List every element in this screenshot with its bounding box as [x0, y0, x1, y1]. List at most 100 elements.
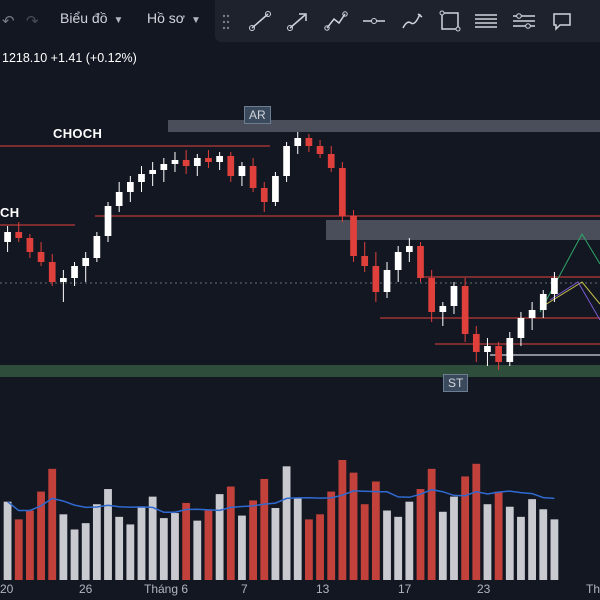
candle-body — [327, 154, 335, 168]
volume-bar — [14, 519, 23, 580]
volume-bar — [238, 515, 246, 580]
settings-lines-icon[interactable] — [510, 8, 538, 34]
volume-bar — [327, 491, 336, 580]
candle-body — [126, 182, 134, 192]
comment-icon[interactable] — [548, 8, 576, 34]
candle-body — [394, 252, 402, 270]
top-toolbar: ↶ ↷ Biểu đồ ▼ Hồ sơ ▼ — [0, 0, 600, 42]
volume-bar — [271, 508, 280, 580]
volume-bar — [115, 516, 124, 580]
redo-icon[interactable]: ↷ — [26, 13, 39, 30]
x-tick-label: 7 — [241, 582, 248, 596]
candle-body — [461, 286, 469, 334]
candle-body — [428, 278, 436, 312]
volume-bar — [171, 513, 179, 580]
chevron-down-icon: ▼ — [113, 15, 124, 26]
chart-menu-label: Biểu đồ — [60, 10, 108, 26]
volume-bar — [126, 524, 135, 580]
candle-body — [104, 206, 112, 236]
candle-body — [138, 174, 145, 182]
volume-bar — [204, 510, 213, 580]
volume-bar — [3, 501, 12, 580]
volume-bar — [193, 520, 202, 580]
volume-bar — [37, 491, 45, 580]
volume-bar — [371, 481, 380, 580]
path-icon[interactable] — [322, 8, 350, 34]
candle-body — [82, 258, 90, 266]
x-tick-label: Th — [586, 582, 600, 596]
volume-bar — [316, 514, 324, 580]
candle-body — [339, 168, 346, 216]
volume-bar — [427, 468, 436, 580]
profile-menu[interactable]: Hồ sơ ▼ — [147, 10, 201, 26]
volume-bar — [349, 472, 358, 580]
candle-body — [171, 160, 179, 164]
candle-body — [205, 158, 212, 162]
x-tick-label: Tháng 6 — [144, 582, 189, 596]
candle-body — [405, 246, 413, 252]
st-tag: ST — [443, 374, 469, 392]
volume-bar — [59, 514, 68, 580]
volume-bar — [505, 506, 514, 580]
rectangle-icon[interactable] — [436, 8, 464, 34]
volume-bar — [394, 516, 403, 580]
candle-body — [472, 334, 480, 352]
volume-bar — [494, 491, 503, 580]
x-tick-label: 26 — [79, 582, 93, 596]
candle-body — [71, 266, 78, 278]
candle-body — [60, 278, 67, 282]
candle-body — [383, 270, 391, 292]
horizontal-line-icon[interactable] — [360, 8, 388, 34]
profile-menu-label: Hồ sơ — [147, 10, 185, 26]
volume-bar — [25, 510, 34, 580]
drag-grip-icon[interactable] — [222, 14, 230, 30]
candle-body — [283, 146, 290, 176]
volume-bar — [550, 519, 559, 580]
candle-body — [528, 310, 536, 318]
undo-icon[interactable]: ↶ — [2, 13, 15, 30]
candle-body — [484, 346, 491, 352]
text-lines-icon[interactable] — [472, 8, 500, 34]
x-tick-label: 17 — [398, 582, 412, 596]
volume-bar — [81, 523, 90, 580]
candle-body — [372, 266, 380, 292]
volume-bar — [528, 499, 537, 580]
candle-body — [227, 156, 235, 176]
ar-zone — [168, 120, 600, 132]
volume-bar — [438, 511, 447, 580]
volume-bar — [472, 463, 481, 580]
volume-bar — [383, 510, 391, 580]
candle-body — [15, 232, 23, 238]
volume-bar — [249, 500, 258, 580]
volume-bar — [148, 496, 157, 580]
candle-body — [115, 192, 123, 206]
candle-body — [495, 346, 502, 362]
ar-tag: AR — [244, 106, 271, 124]
candle-body — [4, 232, 11, 242]
candle-body — [216, 156, 223, 162]
x-tick-label: 23 — [477, 582, 491, 596]
candle-body — [450, 286, 458, 306]
candle-body — [238, 166, 246, 176]
volume-bar — [483, 504, 492, 580]
volume-bar — [260, 478, 269, 580]
candle-body — [361, 256, 369, 266]
arrow-line-icon[interactable] — [284, 8, 312, 34]
choch-label-top: CHOCH — [53, 126, 103, 141]
volume-bar — [282, 466, 291, 580]
chart-menu[interactable]: Biểu đồ ▼ — [60, 10, 123, 26]
candle-body — [539, 294, 547, 310]
volume-bar — [450, 496, 458, 580]
volume-bar — [338, 460, 347, 580]
candle-body — [93, 236, 101, 258]
volume-bar — [517, 516, 525, 580]
volume-bar — [182, 502, 191, 580]
candle-body — [350, 216, 357, 256]
supply-zone — [326, 220, 600, 240]
brush-icon[interactable] — [398, 8, 426, 34]
candle-body — [26, 238, 34, 252]
trend-line-icon[interactable] — [246, 8, 274, 34]
candle-body — [305, 138, 313, 146]
candle-body — [417, 246, 424, 278]
choch-label-left: CH — [0, 205, 20, 220]
